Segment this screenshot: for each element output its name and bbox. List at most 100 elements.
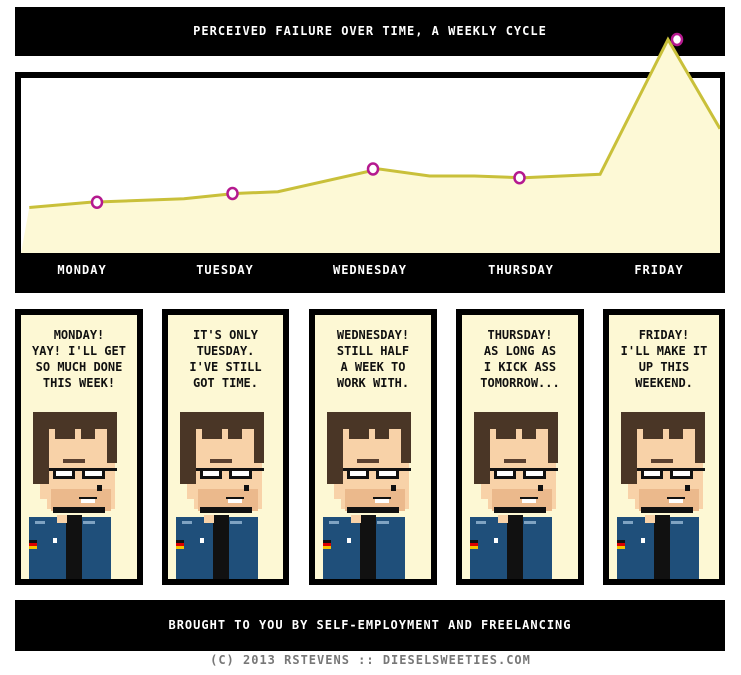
hair-fringe (228, 427, 242, 439)
jacket-epaulette (83, 521, 95, 524)
chin-outline (494, 507, 546, 513)
flag-gold (617, 546, 625, 549)
x-tick-label-friday: FRIDAY (634, 263, 684, 277)
badge (200, 538, 204, 543)
data-point-wednesday (366, 162, 380, 176)
flag-black (323, 540, 331, 543)
lens-right (232, 471, 249, 476)
character-portrait (323, 412, 411, 579)
flag-red (323, 543, 331, 546)
hair-side-right (107, 421, 117, 463)
flag-red (470, 543, 478, 546)
neck (498, 515, 508, 523)
shirt (66, 515, 82, 579)
x-tick-label-thursday: THURSDAY (488, 263, 554, 277)
nose (685, 485, 690, 491)
copyright-footer: (C) 2013 RSTEVENS :: DIESELSWEETIES.COM (210, 653, 531, 667)
jacket-epaulette (182, 521, 192, 524)
flag-black (29, 540, 37, 543)
panel-background: FRIDAY! I'LL MAKE IT UP THIS WEEKEND. (609, 315, 719, 579)
hair-fringe (55, 429, 75, 439)
data-point-friday (670, 32, 684, 47)
badge (641, 538, 645, 543)
data-point-monday (90, 195, 104, 209)
jacket-epaulette (35, 521, 45, 524)
mouth-line (79, 497, 97, 499)
panel-dialogue: IT'S ONLY TUESDAY. I'VE STILL GOT TIME. (189, 328, 262, 390)
eyebrow (357, 459, 379, 463)
flag-black (176, 540, 184, 543)
jacket-epaulette (623, 521, 633, 524)
jacket-epaulette (524, 521, 536, 524)
lens-right (379, 471, 396, 476)
hair-top (33, 412, 117, 429)
hair-fringe (522, 427, 536, 439)
lens-left (56, 471, 72, 476)
jacket-epaulette (230, 521, 242, 524)
hair-side (621, 424, 637, 484)
panel-background: THURSDAY! AS LONG AS I KICK ASS TOMORROW… (462, 315, 578, 579)
hair-side (33, 424, 49, 484)
chin-outline (200, 507, 252, 513)
comic-panel-wednesday: WEDNESDAY! STILL HALF A WEEK TO WORK WIT… (309, 309, 437, 585)
character-portrait (617, 412, 705, 579)
eyebrow (651, 459, 673, 463)
badge (347, 538, 351, 543)
hair-side (327, 424, 343, 484)
x-tick-label-wednesday: WEDNESDAY (332, 263, 408, 277)
hair-side-right (548, 421, 558, 463)
area-fill (21, 39, 720, 253)
lens-right (526, 471, 543, 476)
lens-right (85, 471, 102, 476)
comic-panel-tuesday: IT'S ONLY TUESDAY. I'VE STILL GOT TIME. (162, 309, 289, 585)
panel-dialogue: MONDAY! YAY! I'LL GET SO MUCH DONE THIS … (32, 328, 126, 390)
jacket-epaulette (329, 521, 339, 524)
character-portrait (29, 412, 117, 579)
eyebrow (63, 459, 85, 463)
panel-dialogue: FRIDAY! I'LL MAKE IT UP THIS WEEKEND. (620, 328, 708, 390)
lens-left (203, 471, 219, 476)
lens-left (497, 471, 513, 476)
flag-red (29, 543, 37, 546)
jacket-epaulette (476, 521, 486, 524)
character-portrait (176, 412, 264, 579)
x-tick-label-monday: MONDAY (57, 263, 107, 277)
mouth-line (373, 497, 391, 499)
shirt (360, 515, 376, 579)
neck (57, 515, 67, 523)
hair-side-right (401, 421, 411, 463)
data-point-thursday (513, 171, 526, 185)
chin-outline (641, 507, 693, 513)
neck (204, 515, 214, 523)
mouth-line (520, 497, 538, 499)
chin-outline (347, 507, 399, 513)
panel-background: IT'S ONLY TUESDAY. I'VE STILL GOT TIME. (168, 315, 283, 579)
series-line (29, 36, 720, 209)
mouth (669, 499, 683, 503)
hair-top (327, 412, 411, 429)
hair-top (474, 412, 558, 429)
nose (97, 485, 102, 491)
x-tick-label-tuesday: TUESDAY (196, 263, 254, 277)
character-portrait (470, 412, 558, 579)
lens-left (644, 471, 660, 476)
shirt (507, 515, 523, 579)
flag-gold (323, 546, 331, 549)
mouth (522, 499, 536, 503)
panel-background: WEDNESDAY! STILL HALF A WEEK TO WORK WIT… (315, 315, 431, 579)
hair-fringe (643, 429, 663, 439)
lens-right (673, 471, 690, 476)
mouth-line (667, 497, 685, 499)
shirt (213, 515, 229, 579)
jacket-epaulette (377, 521, 389, 524)
hair-top (180, 412, 264, 429)
neck (645, 515, 655, 523)
badge (494, 538, 498, 543)
lens-left (350, 471, 366, 476)
panel-dialogue: THURSDAY! AS LONG AS I KICK ASS TOMORROW… (480, 328, 560, 390)
comic-panel-friday: FRIDAY! I'LL MAKE IT UP THIS WEEKEND. (603, 309, 725, 585)
caption-bar: BROUGHT TO YOU BY SELF-EMPLOYMENT AND FR… (15, 600, 725, 651)
panel-background: MONDAY! YAY! I'LL GET SO MUCH DONE THIS … (21, 315, 137, 579)
jacket-epaulette (671, 521, 683, 524)
flag-black (617, 540, 625, 543)
